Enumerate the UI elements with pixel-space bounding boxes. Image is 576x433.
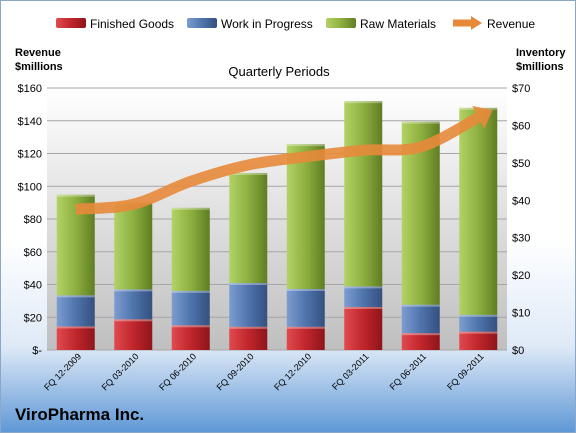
bar-work-in-progress: [229, 283, 268, 327]
category-label: FQ 09-2011: [445, 351, 486, 392]
right-axis-ticks: $0 $10 $20 $30 $40 $50 $60 $70: [512, 83, 530, 357]
category-label: FQ 12-2009: [42, 351, 83, 392]
category-labels: FQ 12-2009 FQ 03-2010 FQ 06-2010 FQ 09-2010…: [42, 351, 486, 392]
bar-raw-materials: [229, 172, 268, 284]
bar-raw-materials: [114, 202, 153, 290]
left-tick-label: $160: [18, 83, 42, 95]
bar-cap-finished-goods: [229, 326, 268, 329]
right-tick-label: $40: [512, 195, 530, 207]
left-tick-label: $60: [24, 247, 42, 259]
category-label: FQ 06-2011: [388, 351, 429, 392]
bar-cap-work-in-progress: [401, 304, 440, 307]
category-label: FQ 12-2010: [272, 351, 313, 392]
right-tick-label: $30: [512, 233, 530, 245]
bar-work-in-progress: [401, 304, 440, 334]
bar-cap-finished-goods: [459, 331, 498, 334]
right-tick-label: $70: [512, 83, 530, 95]
bar-cap-work-in-progress: [56, 295, 95, 298]
left-tick-label: $120: [18, 149, 42, 161]
legend-label-work-in-progress: Work in Progress: [221, 17, 313, 31]
bar-raw-materials: [171, 207, 210, 291]
bar-work-in-progress: [171, 290, 210, 326]
left-tick-label: $140: [18, 116, 42, 128]
bar-work-in-progress: [114, 289, 153, 320]
bar-finished-goods: [286, 326, 325, 350]
bar-cap-raw-materials: [229, 172, 268, 175]
left-tick-label: $100: [18, 181, 42, 193]
bar-cap-finished-goods: [56, 326, 95, 329]
bar-raw-materials: [459, 107, 498, 315]
bar-work-in-progress: [286, 288, 325, 327]
right-tick-label: $20: [512, 270, 530, 282]
right-tick-label: $0: [512, 345, 524, 357]
legend-arrowhead-revenue: [471, 16, 482, 30]
category-label: FQ 03-2010: [100, 351, 141, 392]
bar-finished-goods: [171, 325, 210, 350]
legend-swatch-raw-materials: [326, 18, 356, 28]
bar-finished-goods: [56, 326, 95, 350]
bar-cap-raw-materials: [171, 207, 210, 210]
bar-work-in-progress: [344, 286, 383, 307]
left-axis-label-line1: Revenue: [15, 47, 61, 59]
left-axis-label-line2: $millions: [15, 61, 63, 73]
legend-label-raw-materials: Raw Materials: [360, 17, 436, 31]
bar-cap-raw-materials: [344, 101, 383, 104]
bar-cap-work-in-progress: [344, 286, 383, 289]
bar-cap-finished-goods: [114, 319, 153, 322]
bar-cap-work-in-progress: [171, 290, 210, 293]
bar-cap-work-in-progress: [229, 283, 268, 286]
legend-label-finished-goods: Finished Goods: [90, 17, 174, 31]
bar-raw-materials: [286, 144, 325, 289]
category-label: FQ 03-2011: [330, 351, 371, 392]
revenue-line: [75, 112, 481, 215]
legend-swatch-finished-goods: [56, 18, 86, 28]
legend: Finished Goods Work in Progress Raw Mate…: [56, 16, 535, 31]
bar-finished-goods: [401, 333, 440, 350]
revenue-line-layer: [75, 105, 493, 215]
chart-title: Quarterly Periods: [228, 64, 330, 79]
revenue-arrowhead: [472, 105, 493, 130]
bars-layer: [56, 101, 498, 350]
legend-swatch-work-in-progress: [187, 18, 217, 28]
bar-finished-goods: [114, 319, 153, 350]
company-name: ViroPharma Inc.: [15, 405, 144, 424]
category-label: FQ 09-2010: [215, 351, 256, 392]
bar-cap-work-in-progress: [286, 288, 325, 291]
bar-cap-finished-goods: [344, 306, 383, 309]
right-axis-label-line1: Inventory: [516, 47, 566, 59]
bar-cap-finished-goods: [286, 326, 325, 329]
bar-finished-goods: [229, 326, 268, 350]
category-label: FQ 06-2010: [157, 351, 198, 392]
bar-finished-goods: [344, 306, 383, 350]
left-tick-label: $-: [32, 345, 42, 357]
right-tick-label: $10: [512, 308, 530, 320]
right-axis-label-line2: $millions: [516, 61, 564, 73]
bar-cap-raw-materials: [286, 144, 325, 147]
left-tick-label: $80: [24, 214, 42, 226]
bar-finished-goods: [459, 331, 498, 350]
left-tick-label: $20: [24, 312, 42, 324]
left-tick-label: $40: [24, 280, 42, 292]
bar-cap-raw-materials: [56, 194, 95, 197]
bar-cap-finished-goods: [401, 333, 440, 336]
bar-cap-work-in-progress: [459, 314, 498, 317]
bar-cap-work-in-progress: [114, 289, 153, 292]
left-axis-ticks: $- $20 $40 $60 $80 $100 $120 $140 $160: [18, 83, 43, 357]
bar-raw-materials: [344, 101, 383, 287]
legend-label-revenue: Revenue: [487, 17, 535, 31]
bar-work-in-progress: [56, 295, 95, 327]
bar-cap-finished-goods: [171, 325, 210, 328]
bar-cap-raw-materials: [401, 121, 440, 124]
right-tick-label: $50: [512, 158, 530, 170]
right-tick-label: $60: [512, 120, 530, 132]
bar-work-in-progress: [459, 314, 498, 332]
